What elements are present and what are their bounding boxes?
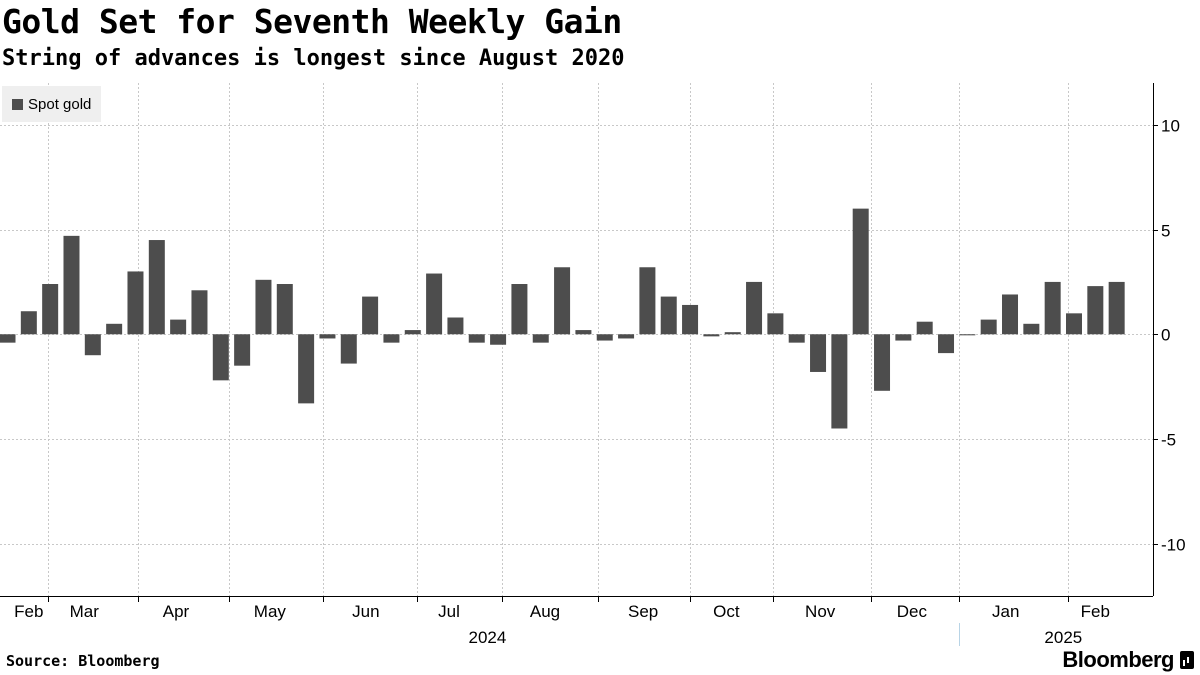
x-tick-label-month: Feb	[1081, 602, 1110, 621]
x-tick-label-month: Feb	[14, 602, 43, 621]
bar	[170, 319, 187, 335]
bar	[682, 304, 699, 335]
bar	[127, 271, 144, 335]
bar	[810, 334, 827, 372]
legend-swatch-spot-gold	[12, 98, 23, 110]
chart-subtitle: String of advances is longest since Augu…	[2, 46, 625, 71]
bars	[0, 208, 1125, 429]
x-tick-label-month: May	[254, 602, 287, 621]
chart-icon	[1180, 651, 1194, 669]
bar	[63, 235, 80, 335]
bar	[426, 273, 443, 335]
bar	[618, 334, 635, 339]
y-tick-label: -5	[1161, 431, 1176, 450]
y-tick-label: -10	[1161, 536, 1186, 555]
x-tick-label-month: Aug	[530, 602, 560, 621]
chart-title: Gold Set for Seventh Weekly Gain	[2, 2, 622, 41]
bar	[788, 334, 805, 343]
x-tick-label-month: Sep	[628, 602, 658, 621]
bar	[383, 334, 400, 343]
x-tick-label-month: Nov	[805, 602, 836, 621]
bar	[746, 281, 763, 335]
bar	[724, 332, 741, 335]
bar	[362, 296, 379, 335]
bar	[340, 334, 357, 364]
x-tick-labels: Feb Mar Apr May Jun Jul Aug Sep Oct Nov Dec Jan Feb 2…	[14, 602, 1110, 647]
bar	[84, 334, 101, 356]
bar	[1066, 313, 1082, 335]
bar	[639, 267, 656, 335]
x-tick-label-month: Jul	[438, 602, 460, 621]
bar	[874, 334, 891, 391]
horizontal-gridlines	[0, 125, 1153, 545]
bar	[255, 279, 272, 335]
bar	[916, 321, 933, 335]
y-tick-label: 10	[1161, 117, 1180, 136]
bar	[212, 334, 229, 381]
legend: Spot gold	[2, 86, 102, 122]
bar	[0, 334, 16, 343]
y-tick-label: 0	[1161, 326, 1170, 345]
bar	[1002, 294, 1019, 335]
bar	[959, 334, 976, 336]
bar	[447, 317, 464, 335]
x-tick-label-month: Dec	[897, 602, 928, 621]
bar	[298, 334, 315, 404]
source-note: Source: Bloomberg	[6, 652, 160, 670]
bar	[511, 284, 528, 335]
y-tick-label: 5	[1161, 222, 1170, 241]
bar	[1087, 286, 1104, 335]
bar	[404, 330, 421, 335]
bar	[767, 313, 784, 335]
bar	[554, 267, 571, 335]
bar	[276, 284, 293, 335]
bar	[1044, 281, 1061, 335]
bar	[106, 323, 123, 335]
bar	[852, 208, 869, 335]
x-tick-label-year: 2025	[1044, 628, 1082, 647]
bar	[148, 240, 165, 335]
x-tick-label-month: Apr	[163, 602, 190, 621]
bar	[938, 334, 955, 354]
x-tick-label-month: Jun	[352, 602, 379, 621]
bar	[319, 334, 336, 339]
x-tick-label-month: Oct	[713, 602, 740, 621]
bar	[234, 334, 251, 366]
bar	[20, 311, 37, 335]
bar	[1108, 281, 1125, 335]
bar	[1023, 323, 1040, 335]
bar	[191, 290, 208, 335]
bar	[703, 334, 720, 337]
bar	[980, 319, 997, 335]
x-tick-label-month: Jan	[992, 602, 1019, 621]
bar	[42, 284, 59, 335]
bar	[532, 334, 549, 343]
bar	[596, 334, 613, 341]
bar	[831, 334, 848, 429]
vertical-gridlines	[48, 83, 1069, 596]
bar	[575, 330, 592, 335]
bar	[660, 296, 677, 335]
brand-wordmark: Bloomberg	[1062, 647, 1174, 672]
bar	[895, 334, 912, 341]
legend-label-spot-gold: Spot gold	[28, 95, 92, 113]
y-tick-labels: 10 5 0 -5 -10	[1161, 117, 1186, 555]
x-tick-label-year: 2024	[469, 628, 507, 647]
axes	[0, 83, 1158, 646]
bloomberg-logo: Bloomberg	[1062, 647, 1194, 673]
x-tick-label-month: Mar	[70, 602, 100, 621]
bar	[490, 334, 507, 345]
bar	[468, 334, 485, 343]
